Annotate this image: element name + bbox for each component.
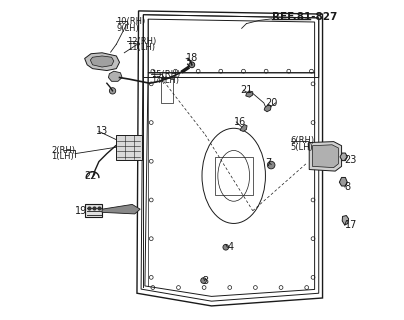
- Text: 8: 8: [345, 182, 351, 192]
- Polygon shape: [342, 215, 349, 225]
- Polygon shape: [312, 145, 339, 168]
- Polygon shape: [85, 204, 102, 217]
- Text: 1(LH): 1(LH): [51, 152, 74, 161]
- Text: 21: 21: [240, 85, 252, 95]
- Polygon shape: [246, 91, 253, 97]
- Text: 12(RH): 12(RH): [127, 36, 157, 45]
- Text: 4: 4: [227, 242, 234, 252]
- Text: 9(LH): 9(LH): [116, 24, 139, 33]
- Text: 7: 7: [265, 158, 272, 168]
- Text: 19: 19: [75, 206, 87, 216]
- Polygon shape: [339, 178, 347, 186]
- Text: REF.81-827: REF.81-827: [272, 12, 337, 22]
- Text: 17: 17: [345, 220, 357, 230]
- Text: 15(RH): 15(RH): [151, 70, 181, 79]
- Text: 10(RH): 10(RH): [116, 17, 145, 26]
- Text: 23: 23: [345, 155, 357, 165]
- Polygon shape: [264, 105, 271, 112]
- Polygon shape: [84, 53, 120, 70]
- Circle shape: [189, 62, 195, 68]
- Polygon shape: [108, 71, 122, 81]
- Circle shape: [223, 244, 229, 250]
- Text: 6(RH): 6(RH): [291, 136, 315, 146]
- Polygon shape: [309, 142, 341, 171]
- Polygon shape: [240, 124, 247, 132]
- Text: 11(LH): 11(LH): [127, 43, 156, 52]
- Polygon shape: [116, 135, 142, 160]
- Polygon shape: [340, 153, 347, 161]
- Text: 14(LH): 14(LH): [151, 76, 179, 85]
- Text: 22: 22: [84, 171, 97, 181]
- Polygon shape: [102, 204, 140, 214]
- Text: 20: 20: [265, 98, 278, 108]
- Circle shape: [109, 88, 116, 94]
- Text: 5(LH): 5(LH): [291, 143, 314, 152]
- Text: 13: 13: [96, 126, 108, 136]
- Text: 2(RH): 2(RH): [51, 146, 75, 155]
- Circle shape: [267, 161, 275, 169]
- Text: 16: 16: [234, 117, 246, 127]
- Circle shape: [201, 278, 206, 284]
- Text: 18: 18: [186, 53, 198, 63]
- Text: 3: 3: [202, 276, 208, 286]
- Polygon shape: [90, 56, 114, 67]
